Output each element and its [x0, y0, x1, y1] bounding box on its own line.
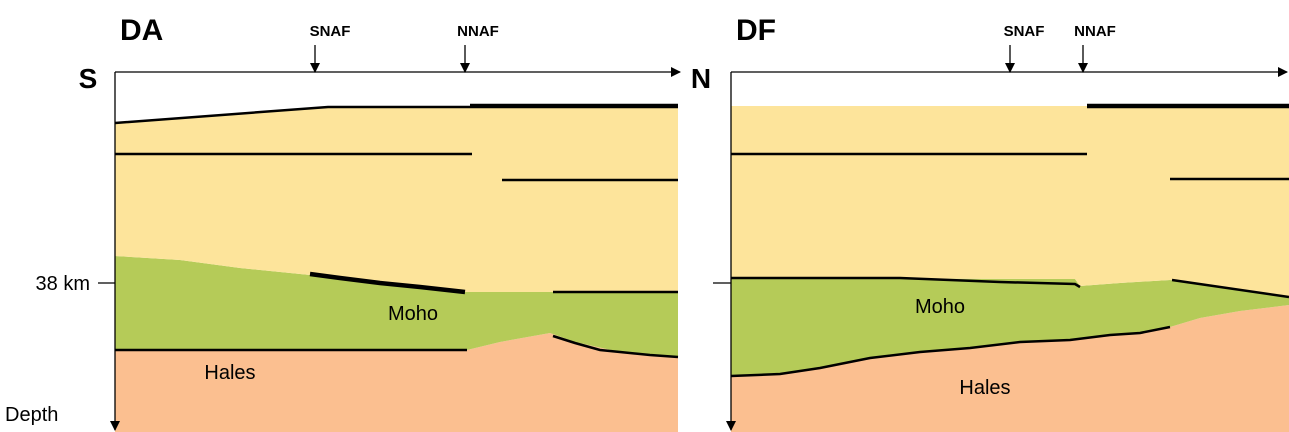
layer-label: Hales — [959, 377, 1010, 399]
panel-df: DF SNAF NNAF Moho Hales — [713, 14, 1289, 432]
layer-label: Moho — [388, 303, 438, 325]
start-label: S — [79, 63, 98, 94]
yellow-layer — [731, 106, 1289, 297]
fault-label: NNAF — [457, 23, 499, 40]
panel-title: DA — [120, 14, 163, 47]
layer-label: Moho — [915, 296, 965, 318]
panel-da: DA SNAF NNAF Moho Hales — [98, 14, 680, 432]
depth-label: Depth — [5, 404, 58, 426]
cross-section-diagram: DA SNAF NNAF Moho Hales S N 38 km Depth … — [0, 0, 1289, 432]
fault-label: SNAF — [310, 23, 351, 40]
end-label: N — [691, 63, 711, 94]
fault-label: NNAF — [1074, 23, 1116, 40]
fault-label: SNAF — [1004, 23, 1045, 40]
layer-label: Hales — [204, 362, 255, 384]
depth-marker: 38 km — [36, 273, 90, 295]
panel-title: DF — [736, 14, 776, 47]
